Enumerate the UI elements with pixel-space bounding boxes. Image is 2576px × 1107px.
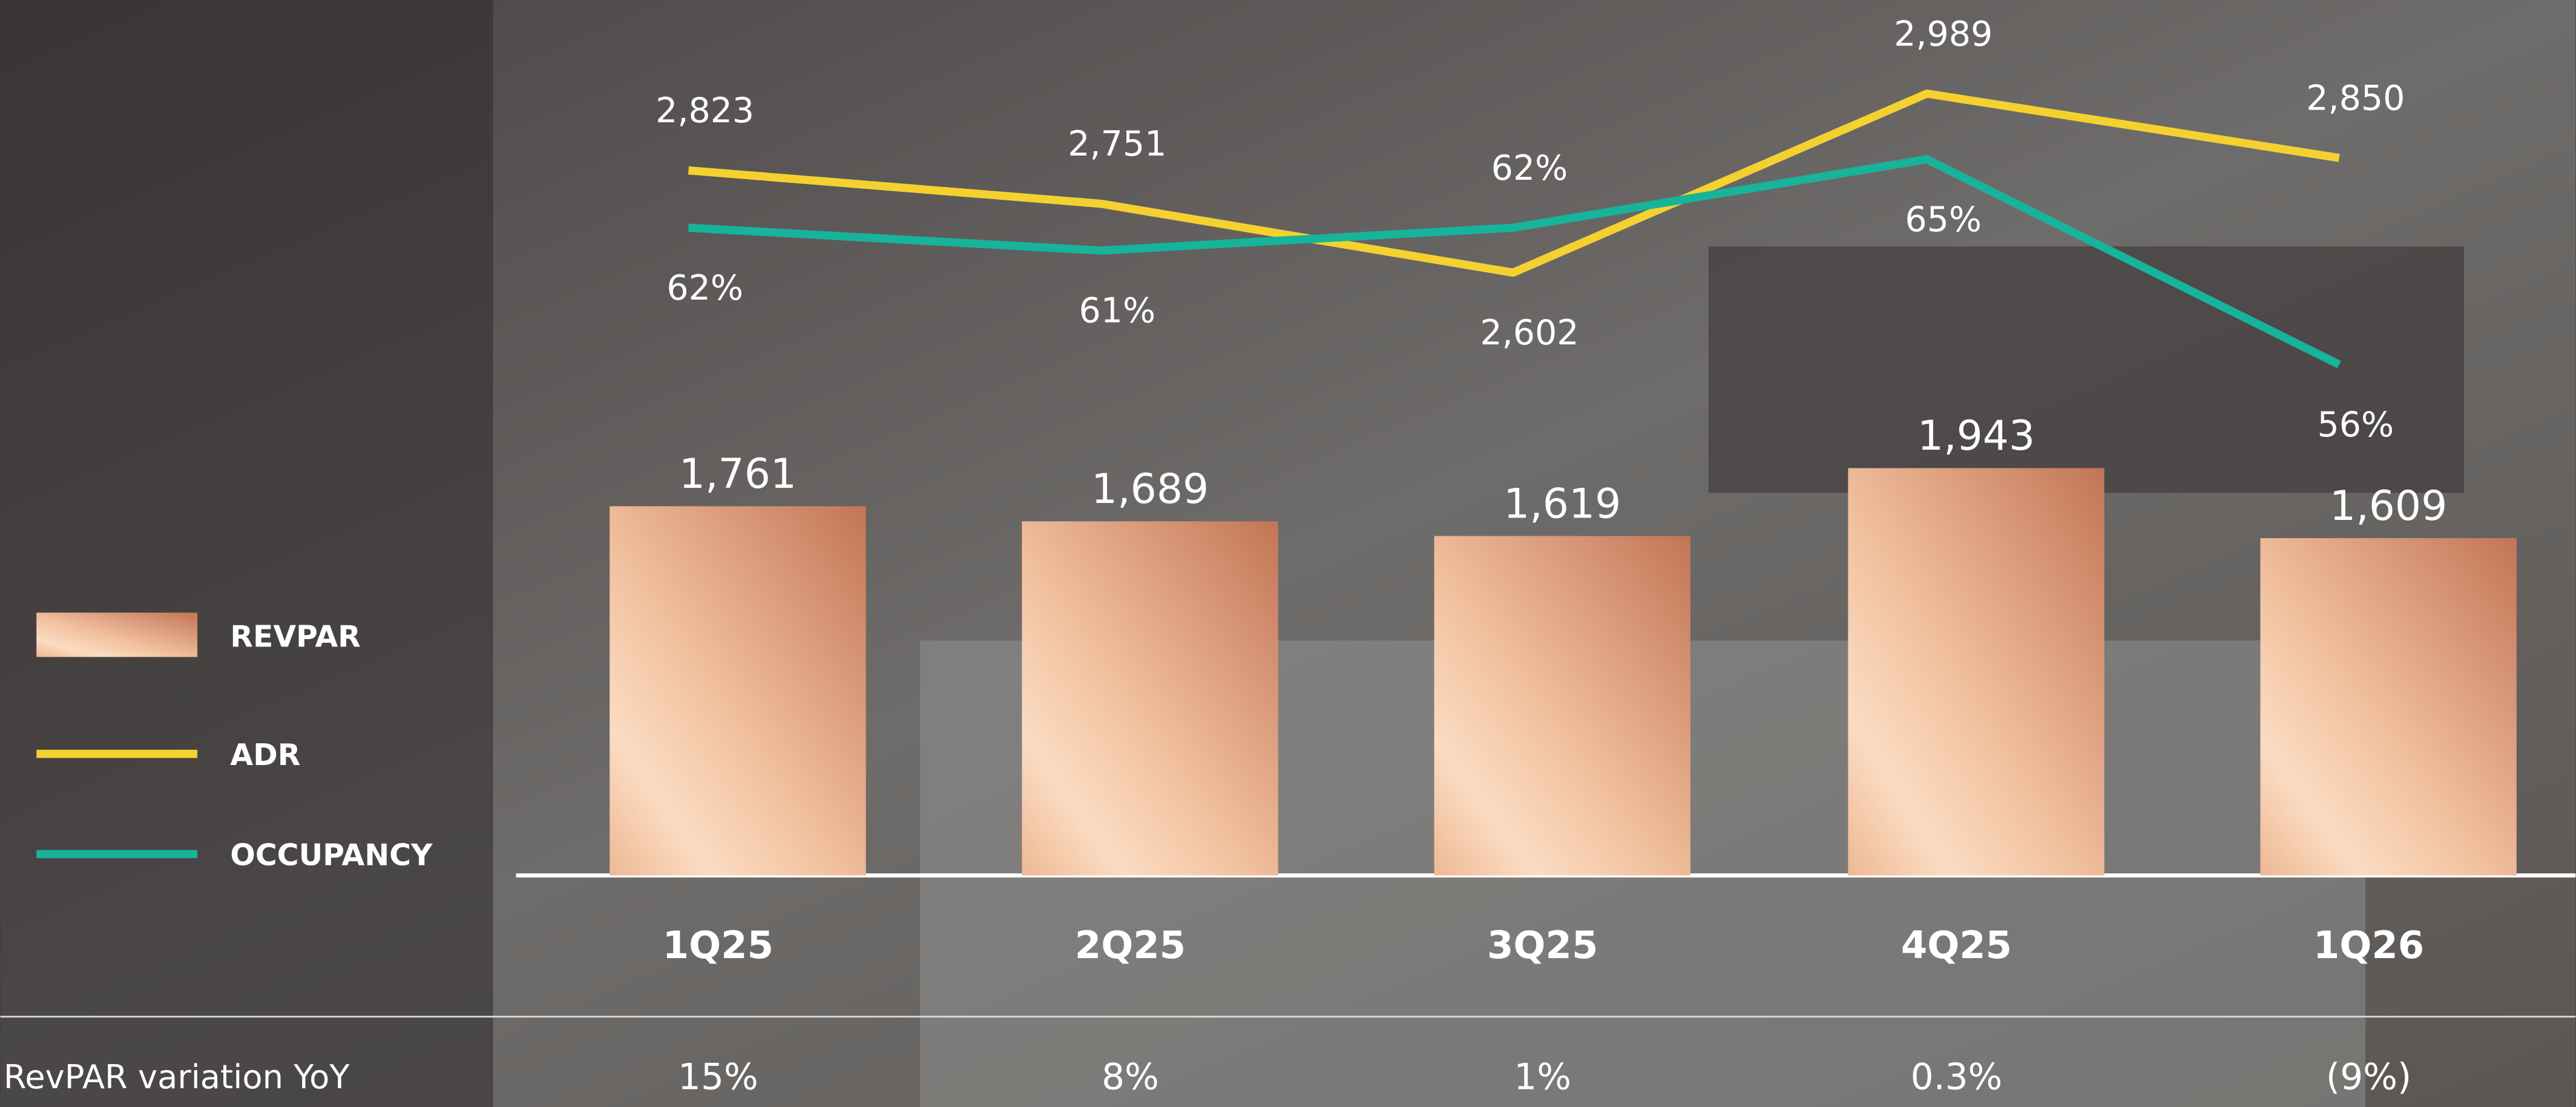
bar xyxy=(1848,468,2104,876)
line-value-label: 56% xyxy=(2318,405,2394,445)
legend-swatch xyxy=(36,613,198,657)
line-value-label: 62% xyxy=(666,268,743,308)
x-tick-label: 2Q25 xyxy=(1075,923,1186,967)
line xyxy=(688,89,2340,277)
bar xyxy=(1434,536,1690,876)
table-value: 0.3% xyxy=(1911,1056,2003,1098)
legend-label: REVPAR xyxy=(230,620,360,654)
bar xyxy=(610,506,866,876)
table-row-label: RevPAR variation YoY xyxy=(4,1058,350,1096)
bar-value-label: 1,619 xyxy=(1503,479,1621,527)
background-headboard xyxy=(1708,246,2464,493)
bar xyxy=(2260,538,2517,876)
line-value-label: 62% xyxy=(1491,148,1568,188)
background-curtain xyxy=(0,0,493,1107)
line-value-label: 2,751 xyxy=(1068,124,1166,164)
x-tick-label: 4Q25 xyxy=(1901,923,2012,967)
bar-value-label: 1,761 xyxy=(679,450,797,498)
line-value-label: 2,850 xyxy=(2306,79,2405,119)
line-value-label: 65% xyxy=(1905,200,1982,240)
line-value-label: 61% xyxy=(1079,291,1155,331)
x-tick-label: 1Q26 xyxy=(2313,923,2424,967)
x-tick-label: 3Q25 xyxy=(1487,923,1598,967)
line-value-label: 2,602 xyxy=(1480,313,1579,353)
legend-label: OCCUPANCY xyxy=(230,838,433,873)
table-value: 15% xyxy=(678,1056,758,1098)
line-value-label: 2,989 xyxy=(1894,14,1993,54)
bar-value-label: 1,943 xyxy=(1917,412,2035,459)
bar-value-label: 1,689 xyxy=(1091,465,1209,513)
table-value: 1% xyxy=(1514,1056,1571,1098)
table-value: 8% xyxy=(1102,1056,1159,1098)
bar-value-label: 1,609 xyxy=(2330,482,2447,530)
legend-label: ADR xyxy=(230,738,300,772)
line-value-label: 2,823 xyxy=(656,91,754,131)
line xyxy=(688,155,2341,369)
bar xyxy=(1022,521,1278,876)
x-tick-label: 1Q25 xyxy=(663,923,774,967)
table-value: (9%) xyxy=(2326,1056,2411,1098)
